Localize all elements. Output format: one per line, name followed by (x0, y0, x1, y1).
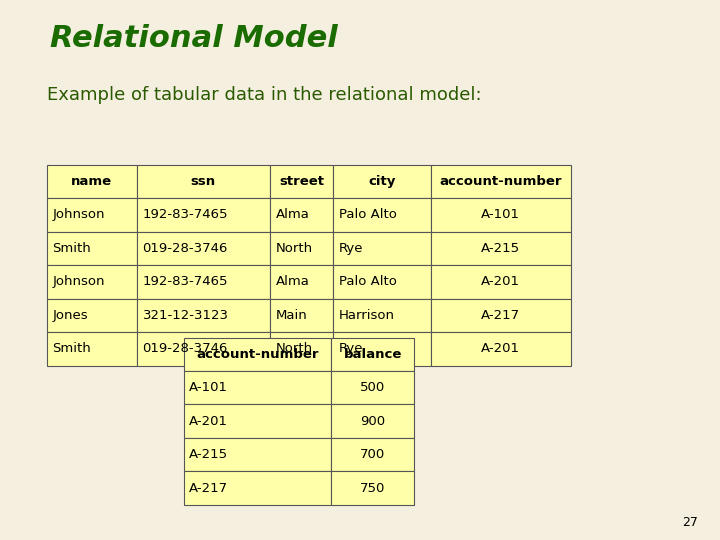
Text: account-number: account-number (439, 175, 562, 188)
Text: A-101: A-101 (481, 208, 521, 221)
Text: Smith: Smith (53, 342, 91, 355)
Text: 900: 900 (360, 415, 385, 428)
Bar (333, 232, 431, 265)
Bar (431, 332, 571, 366)
Bar (333, 299, 431, 332)
Bar (431, 299, 571, 332)
Text: A-215: A-215 (189, 448, 228, 461)
Bar (331, 438, 414, 471)
Bar (333, 265, 431, 299)
Text: Alma: Alma (276, 275, 310, 288)
Bar (184, 471, 331, 505)
Bar (47, 299, 137, 332)
Text: Alma: Alma (276, 208, 310, 221)
Text: Palo Alto: Palo Alto (339, 208, 397, 221)
Bar (47, 232, 137, 265)
Text: 192-83-7465: 192-83-7465 (143, 208, 228, 221)
Text: Example of tabular data in the relational model:: Example of tabular data in the relationa… (47, 86, 482, 104)
Bar (137, 332, 270, 366)
Text: Johnson: Johnson (53, 208, 105, 221)
Text: account-number: account-number (196, 348, 319, 361)
Text: A-215: A-215 (481, 242, 521, 255)
Text: Main: Main (276, 309, 307, 322)
Bar (47, 198, 137, 232)
Bar (331, 404, 414, 438)
Bar (331, 371, 414, 404)
Text: Harrison: Harrison (339, 309, 395, 322)
Bar (333, 332, 431, 366)
Bar (137, 265, 270, 299)
Bar (47, 165, 137, 198)
Bar (270, 265, 333, 299)
Bar (270, 332, 333, 366)
Bar (137, 165, 270, 198)
Bar (184, 404, 331, 438)
Text: ssn: ssn (191, 175, 216, 188)
Text: Johnson: Johnson (53, 275, 105, 288)
Bar (333, 165, 431, 198)
Bar (270, 198, 333, 232)
Bar (47, 332, 137, 366)
Bar (137, 232, 270, 265)
Text: Smith: Smith (53, 242, 91, 255)
Bar (47, 265, 137, 299)
Text: 750: 750 (360, 482, 385, 495)
Bar (431, 232, 571, 265)
Text: A-217: A-217 (481, 309, 521, 322)
Text: Relational Model: Relational Model (50, 24, 338, 53)
Text: city: city (368, 175, 396, 188)
Text: Rye: Rye (339, 342, 364, 355)
Text: A-217: A-217 (189, 482, 228, 495)
Text: name: name (71, 175, 112, 188)
Text: 192-83-7465: 192-83-7465 (143, 275, 228, 288)
Text: North: North (276, 242, 313, 255)
Text: Jones: Jones (53, 309, 88, 322)
Text: Palo Alto: Palo Alto (339, 275, 397, 288)
Text: A-201: A-201 (481, 342, 521, 355)
Bar (331, 338, 414, 371)
Bar (431, 198, 571, 232)
Bar (184, 438, 331, 471)
Text: 019-28-3746: 019-28-3746 (143, 342, 228, 355)
Bar (333, 198, 431, 232)
Text: 321-12-3123: 321-12-3123 (143, 309, 228, 322)
Bar (137, 198, 270, 232)
Text: 500: 500 (360, 381, 385, 394)
Bar (184, 338, 331, 371)
Text: 700: 700 (360, 448, 385, 461)
Bar (431, 265, 571, 299)
Bar (270, 165, 333, 198)
Text: North: North (276, 342, 313, 355)
Text: street: street (279, 175, 324, 188)
Text: balance: balance (343, 348, 402, 361)
Text: 019-28-3746: 019-28-3746 (143, 242, 228, 255)
Bar (331, 471, 414, 505)
Text: A-101: A-101 (189, 381, 228, 394)
Bar (270, 299, 333, 332)
Bar (184, 371, 331, 404)
Bar (431, 165, 571, 198)
Text: A-201: A-201 (481, 275, 521, 288)
Text: Rye: Rye (339, 242, 364, 255)
Bar (270, 232, 333, 265)
Text: A-201: A-201 (189, 415, 228, 428)
Bar (137, 299, 270, 332)
Text: 27: 27 (683, 516, 698, 529)
